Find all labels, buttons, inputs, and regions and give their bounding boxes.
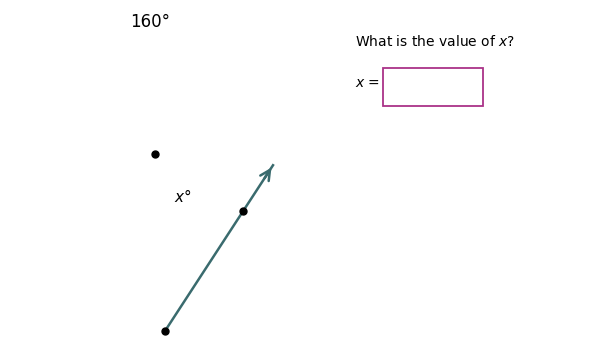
Text: What is the value of $x$?: What is the value of $x$? [355, 34, 515, 49]
Text: $x$ =: $x$ = [355, 76, 380, 90]
Text: 160°: 160° [130, 13, 170, 31]
Text: $x$°: $x$° [174, 187, 192, 205]
FancyBboxPatch shape [383, 68, 483, 106]
